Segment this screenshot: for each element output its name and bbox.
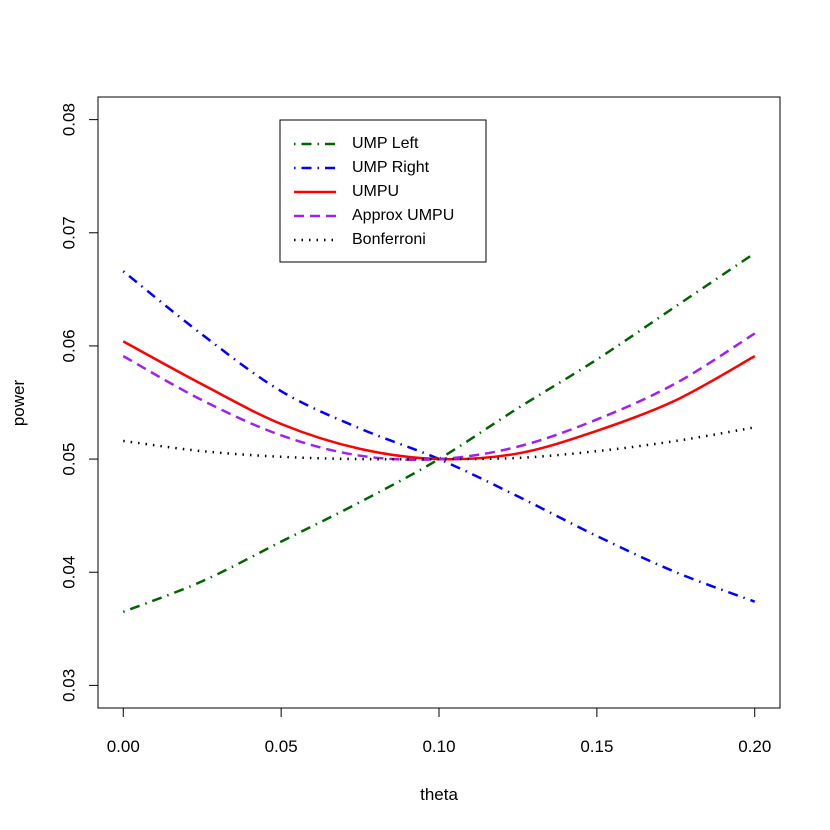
- x-tick-label: 0.10: [422, 737, 455, 756]
- legend-label: Bonferroni: [352, 231, 426, 248]
- x-tick-label: 0.20: [738, 737, 771, 756]
- y-axis: 0.03 0.04 0.05 0.06 0.07 0.08: [59, 103, 99, 702]
- y-tick-label: 0.07: [59, 216, 78, 249]
- series-line-approx-umpu: [122, 332, 756, 461]
- x-tick-label: 0.00: [107, 737, 140, 756]
- x-tick-label: 0.05: [265, 737, 298, 756]
- x-tick-label: 0.15: [580, 737, 613, 756]
- legend-label: UMP Left: [352, 135, 419, 152]
- series-line-ump-right: [122, 270, 756, 603]
- y-tick-label: 0.04: [59, 556, 78, 589]
- series-line-ump-left: [122, 252, 756, 613]
- series-line-bonferroni: [123, 426, 755, 461]
- y-axis-title: power: [9, 380, 28, 427]
- y-tick-label: 0.06: [59, 329, 78, 362]
- y-tick-label: 0.03: [59, 669, 78, 702]
- legend-label: UMP Right: [352, 159, 430, 176]
- x-axis: 0.00 0.05 0.10 0.15 0.20: [107, 707, 771, 756]
- series-line-umpu: [122, 340, 756, 461]
- legend-label: Approx UMPU: [352, 207, 454, 224]
- series-layer: [122, 252, 756, 613]
- x-axis-title: theta: [420, 785, 458, 804]
- y-tick-label: 0.08: [59, 103, 78, 136]
- y-tick-label: 0.05: [59, 443, 78, 476]
- legend: UMP Left UMP Right UMPU Approx UMPU Bonferro…: [279, 119, 487, 263]
- legend-label: UMPU: [352, 183, 399, 200]
